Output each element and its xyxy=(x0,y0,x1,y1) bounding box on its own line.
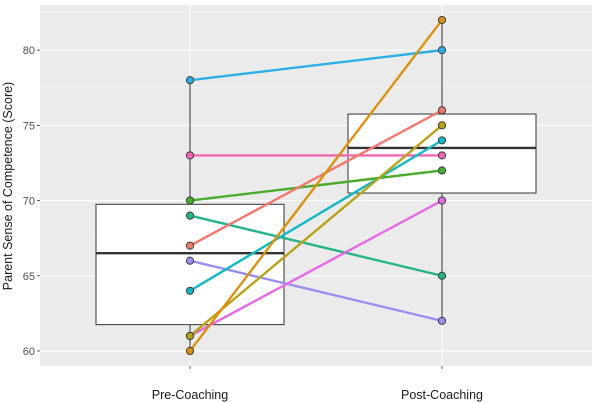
data-point xyxy=(437,15,447,25)
data-point xyxy=(185,76,195,85)
series-line xyxy=(188,199,444,338)
boxplots xyxy=(95,20,537,351)
y-tick-label: 65 xyxy=(23,271,35,283)
y-axis-ticks: 60 65 70 75 80 xyxy=(23,45,40,358)
data-point xyxy=(185,151,195,160)
series-line xyxy=(188,139,444,292)
data-point xyxy=(185,286,195,295)
data-point xyxy=(185,211,195,220)
series-line xyxy=(188,124,444,338)
data-point xyxy=(437,46,447,55)
data-point xyxy=(437,151,447,160)
data-points xyxy=(185,15,447,356)
data-point xyxy=(437,166,447,175)
data-point xyxy=(437,106,447,115)
y-tick-label: 80 xyxy=(23,45,35,57)
paired-lines xyxy=(188,18,444,353)
x-tick-label: Pre-Coaching xyxy=(152,388,228,402)
series-line xyxy=(188,18,444,353)
data-point xyxy=(437,196,447,205)
data-point xyxy=(437,316,447,325)
y-tick-label: 70 xyxy=(23,196,35,208)
data-point xyxy=(185,331,195,340)
data-point xyxy=(437,271,447,280)
x-axis-ticks: Pre-Coaching Post-Coaching xyxy=(152,366,483,402)
series-line xyxy=(188,214,444,277)
y-tick-label: 75 xyxy=(23,120,35,132)
data-point xyxy=(185,196,195,205)
data-point xyxy=(185,241,195,250)
data-point xyxy=(185,256,195,265)
series-line xyxy=(188,48,444,82)
series-line xyxy=(188,109,444,247)
y-tick-label: 60 xyxy=(23,346,35,358)
x-tick-label: Post-Coaching xyxy=(401,388,483,402)
data-point xyxy=(437,121,447,130)
data-point xyxy=(437,136,447,145)
data-point xyxy=(185,346,195,356)
series-line xyxy=(188,259,444,323)
y-axis-title: Parent Sense of Competence (Score) xyxy=(1,82,15,290)
